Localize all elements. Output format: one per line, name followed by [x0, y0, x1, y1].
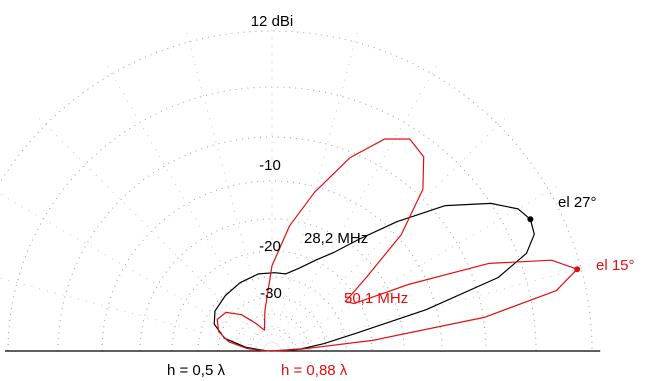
series-label-50mhz: 50,1 MHz [344, 290, 408, 307]
grid-ring-4 [197, 276, 347, 352]
series-group [213, 138, 581, 352]
grid-ring-5 [171, 250, 373, 352]
ring-label-30: -30 [260, 285, 282, 302]
series-label-28mhz: 28,2 MHz [304, 230, 368, 247]
grid-ring-3 [217, 296, 327, 352]
grid-ring-2 [234, 313, 310, 352]
chart-title: 12 dBi [251, 13, 294, 30]
grid-spoke-105 [186, 32, 273, 352]
grid-ring-1 [249, 328, 295, 352]
height-label-50mhz: h = 0,88 λ [281, 362, 348, 379]
grid-ring-8 [57, 136, 487, 352]
peak-label-28mhz: el 27° [558, 194, 597, 211]
grid-ring-10 [0, 30, 593, 352]
grid-spoke-120 [106, 64, 273, 352]
peak-marker-28mhz [527, 216, 534, 223]
grid-spoke-30 [271, 185, 559, 352]
pattern-line-28mhz [213, 202, 535, 352]
polar-grid [0, 21, 602, 352]
ring-label-10: -10 [259, 157, 281, 174]
peak-label-50mhz: el 15° [596, 257, 635, 274]
height-label-28mhz: h = 0,5 λ [167, 362, 225, 379]
grid-spoke-165 [0, 277, 273, 352]
grid-spoke-150 [0, 193, 273, 352]
ring-label-20: -20 [259, 238, 281, 255]
grid-spoke-60 [271, 64, 438, 352]
peak-marker-50mhz [574, 266, 581, 273]
grid-spoke-135 [38, 117, 273, 352]
pattern-line-50mhz [216, 138, 578, 352]
